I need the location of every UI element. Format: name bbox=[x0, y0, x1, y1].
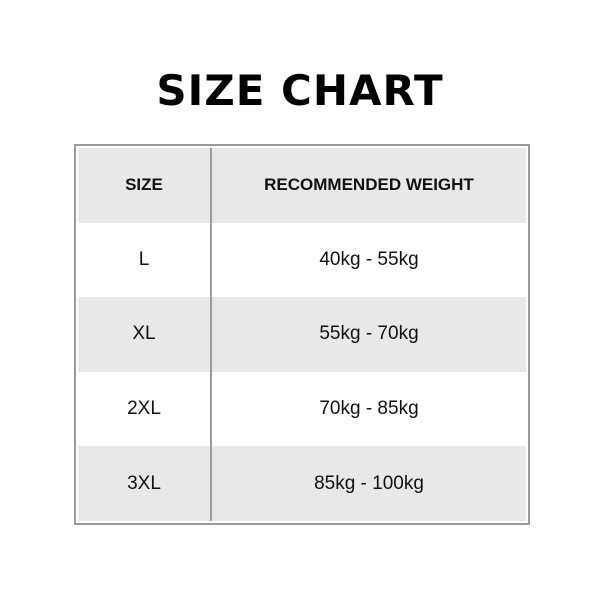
weight-cell: 40kg - 55kg bbox=[319, 248, 419, 270]
size-cell: XL bbox=[78, 297, 212, 372]
table-row: 3XL 85kg - 100kg bbox=[78, 446, 526, 521]
size-cell: 3XL bbox=[78, 446, 212, 521]
size-cell: 2XL bbox=[78, 371, 212, 447]
page-title: SIZE CHART bbox=[156, 66, 444, 115]
weight-cell: 85kg - 100kg bbox=[314, 472, 424, 494]
table-row: XL 55kg - 70kg bbox=[78, 297, 526, 372]
weight-cell: 55kg - 70kg bbox=[319, 323, 419, 345]
table-row: L 40kg - 55kg bbox=[78, 222, 526, 298]
weight-cell: 70kg - 85kg bbox=[319, 398, 419, 420]
header-weight: RECOMMENDED WEIGHT bbox=[264, 175, 474, 195]
table-row: 2XL 70kg - 85kg bbox=[78, 371, 526, 447]
size-cell: L bbox=[78, 222, 212, 298]
size-table: SIZE RECOMMENDED WEIGHT L 40kg - 55kg XL… bbox=[74, 144, 530, 525]
header-size: SIZE bbox=[78, 148, 212, 223]
table-header-row: SIZE RECOMMENDED WEIGHT bbox=[78, 148, 526, 223]
